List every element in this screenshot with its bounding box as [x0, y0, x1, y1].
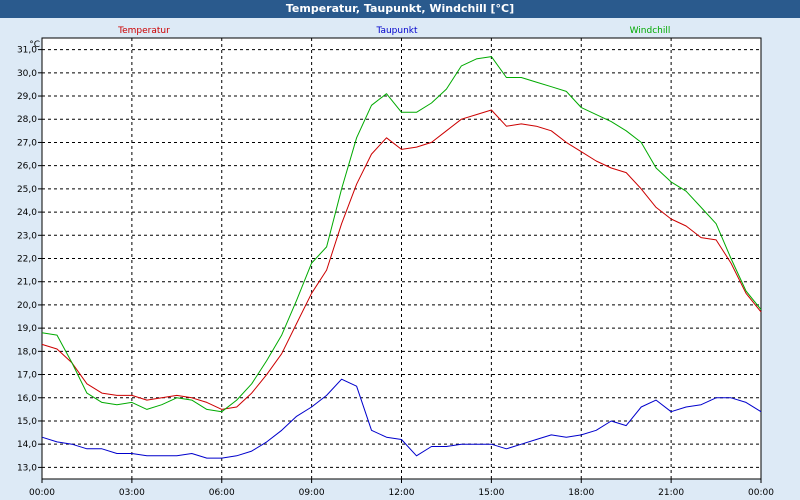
x-tick-time: 12:00 [389, 488, 415, 498]
y-axis-ticks: 13,0 14,0 15,0 16,0 17,0 18,0 19,0 20,0 21,0 22,0… [17, 46, 42, 473]
x-tick-time: 21:00 [658, 488, 684, 498]
x-tick-time: 15:00 [478, 488, 504, 498]
legend-windchill: Windchill [630, 26, 671, 36]
y-tick-label: 23,0 [17, 231, 37, 241]
x-tick-time: 09:00 [299, 488, 325, 498]
y-axis-unit: °C [29, 40, 40, 50]
y-tick-label: 22,0 [17, 255, 37, 265]
grid-lines [42, 38, 761, 479]
windchill-line [41, 56, 762, 413]
y-tick-label: 26,0 [17, 162, 37, 172]
legend: Temperatur Taupunkt Windchill [117, 26, 670, 36]
x-axis-ticks: 00:0015.08.2103:0015.08.2106:0015.08.210… [29, 479, 774, 498]
y-tick-label: 15,0 [17, 417, 37, 427]
temperatur-line [41, 109, 762, 410]
x-tick-time: 03:00 [119, 488, 145, 498]
y-tick-label: 19,0 [17, 324, 37, 334]
taupunkt-line [41, 378, 762, 459]
x-tick-time: 00:00 [29, 488, 55, 498]
legend-temperatur: Temperatur [117, 26, 170, 36]
y-tick-label: 14,0 [17, 440, 37, 450]
x-tick-time: 06:00 [209, 488, 235, 498]
chart: 13,0 14,0 15,0 16,0 17,0 18,0 19,0 20,0 21,0 22,0… [17, 26, 774, 498]
y-tick-label: 30,0 [17, 69, 37, 79]
y-tick-label: 29,0 [17, 92, 37, 102]
window-title: Temperatur, Taupunkt, Windchill [°C] [0, 0, 800, 18]
y-tick-label: 27,0 [17, 138, 37, 148]
x-tick-time: 18:00 [568, 488, 594, 498]
y-tick-label: 31,0 [17, 46, 37, 56]
y-tick-label: 20,0 [17, 301, 37, 311]
legend-taupunkt: Taupunkt [375, 26, 418, 36]
x-tick-time: 00:00 [748, 488, 774, 498]
series-lines [41, 56, 762, 459]
y-tick-label: 13,0 [17, 463, 37, 473]
y-tick-label: 24,0 [17, 208, 37, 218]
y-tick-label: 18,0 [17, 347, 37, 357]
y-tick-label: 16,0 [17, 394, 37, 404]
y-tick-label: 28,0 [17, 115, 37, 125]
y-tick-label: 25,0 [17, 185, 37, 195]
y-tick-label: 17,0 [17, 371, 37, 381]
y-tick-label: 21,0 [17, 278, 37, 288]
